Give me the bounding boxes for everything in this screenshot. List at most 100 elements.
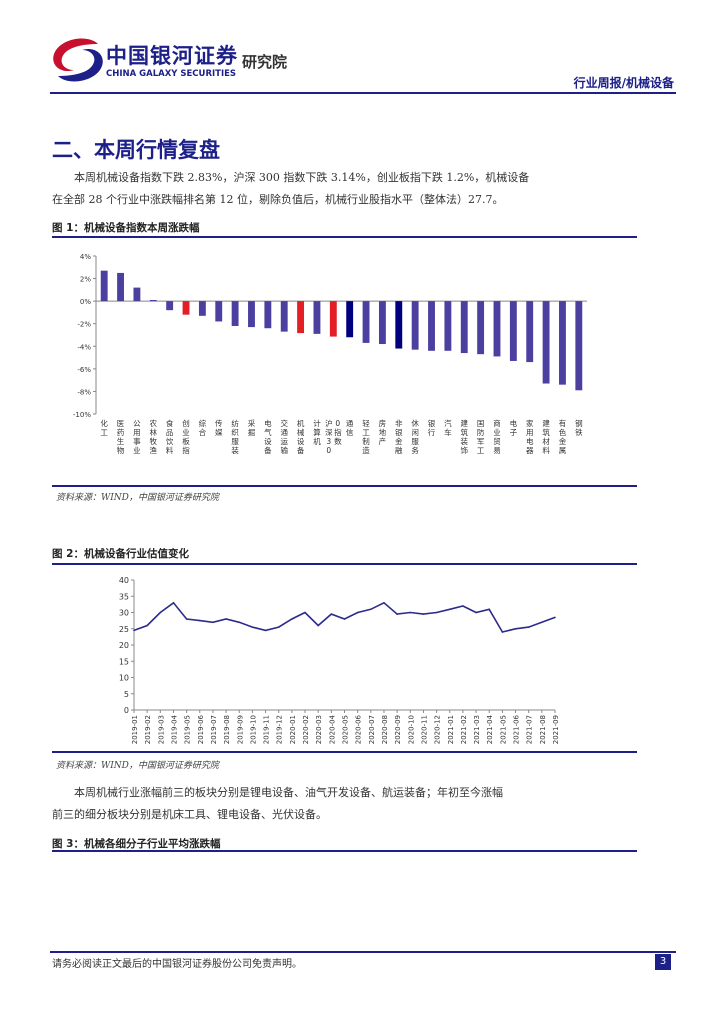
x-tick-label-char: 通 bbox=[346, 418, 354, 428]
x-tick-label: 2021-04 bbox=[486, 714, 494, 744]
data-point bbox=[435, 611, 438, 614]
x-tick-label-char: 器 bbox=[526, 446, 534, 455]
x-tick-label-char: 军 bbox=[477, 437, 485, 446]
x-tick-label-char: 家 bbox=[526, 418, 534, 428]
bar bbox=[280, 301, 288, 332]
data-point bbox=[514, 627, 517, 630]
brand-institute: 研究院 bbox=[242, 53, 288, 71]
x-tick-label-char: 融 bbox=[395, 445, 403, 455]
x-tick-label-char: 银 bbox=[428, 419, 436, 428]
x-tick-label: 2021-03 bbox=[473, 715, 481, 744]
x-tick-label-char: 交 bbox=[280, 418, 288, 428]
bar bbox=[198, 301, 206, 316]
x-tick-label-char: 牧 bbox=[150, 436, 158, 446]
x-tick-label: 2020-07 bbox=[368, 715, 376, 744]
x-tick-label-char: 制 bbox=[362, 436, 370, 446]
x-tick-label: 2020-05 bbox=[342, 715, 350, 744]
x-tick-label-char: 色 bbox=[559, 427, 567, 437]
x-tick-label-char: 务 bbox=[411, 445, 419, 455]
x-tick-label-char: 数 bbox=[334, 436, 342, 446]
x-tick-label-char: 0 bbox=[335, 419, 340, 428]
data-point bbox=[527, 626, 530, 628]
x-tick-label-char: 采 bbox=[248, 418, 256, 428]
figure-2-source: 资料来源：WIND，中国银河证券研究院 bbox=[56, 761, 219, 771]
x-tick-label-char: 轻 bbox=[362, 418, 370, 428]
bar bbox=[231, 301, 239, 326]
y-tick-label: -4% bbox=[77, 343, 91, 351]
x-tick-label-char: 设 bbox=[264, 436, 272, 446]
data-point bbox=[159, 611, 162, 614]
y-tick-label: 35 bbox=[119, 592, 129, 601]
x-tick-label-char: 银 bbox=[395, 428, 403, 437]
bar bbox=[477, 301, 485, 355]
figure-2-title: 图 2：机械设备行业估值变化 bbox=[52, 548, 189, 560]
bar bbox=[329, 301, 337, 337]
bar bbox=[166, 301, 174, 311]
x-tick-label: 2019-09 bbox=[236, 715, 244, 744]
x-tick-label-char: 业 bbox=[133, 445, 141, 455]
x-tick-label: 2020-01 bbox=[289, 715, 297, 744]
x-tick-label-char: 食 bbox=[166, 418, 174, 428]
x-tick-label-char: 子 bbox=[510, 428, 518, 437]
x-tick-label-char: 防 bbox=[477, 427, 485, 437]
x-tick-label-char: 工 bbox=[477, 446, 485, 455]
x-tick-label-char: 机 bbox=[297, 418, 305, 428]
bar bbox=[526, 301, 534, 363]
x-tick-label-char: 闲 bbox=[411, 428, 419, 437]
data-point bbox=[554, 616, 556, 619]
bar bbox=[100, 270, 108, 302]
x-tick-label-char: 贸 bbox=[493, 436, 501, 446]
x-tick-label-char: 休 bbox=[411, 418, 419, 428]
data-point bbox=[488, 608, 491, 611]
data-point bbox=[225, 618, 227, 620]
y-tick-label: 0% bbox=[80, 298, 91, 306]
data-point bbox=[146, 624, 148, 627]
x-tick-label-char: 信 bbox=[346, 427, 354, 437]
x-tick-label-char: 化 bbox=[100, 418, 108, 428]
figure-1-bottom-rule bbox=[52, 485, 637, 487]
x-tick-label-char: 汽 bbox=[444, 418, 452, 428]
x-tick-label-char: 建 bbox=[542, 418, 550, 428]
x-tick-label-char: 铁 bbox=[575, 427, 583, 437]
bar bbox=[444, 301, 452, 351]
x-tick-label-char: 用 bbox=[133, 428, 141, 437]
bar bbox=[313, 301, 321, 334]
bar bbox=[215, 301, 223, 322]
y-tick-label: 25 bbox=[119, 625, 129, 634]
figure-3-top-rule bbox=[52, 850, 637, 852]
figure-1-bar-chart: 4%2%0%-2%-4%-6%-8%-10%化工医药生物公用事业农林牧渔食品饮料… bbox=[73, 253, 587, 455]
data-point bbox=[541, 621, 543, 624]
x-tick-label-char: 非 bbox=[395, 418, 403, 428]
x-tick-label-char: 算 bbox=[313, 427, 321, 437]
paragraph-market-review: 本周机械设备指数下跌 2.83%，沪深 300 指数下跌 3.14%，创业板指下… bbox=[52, 167, 552, 211]
figure-1-title: 图 1：机械设备指数本周涨跌幅 bbox=[52, 222, 200, 234]
y-tick-label: 0 bbox=[124, 706, 129, 715]
x-tick-label-char: 属 bbox=[559, 446, 567, 455]
x-tick-label: 2021-01 bbox=[447, 715, 455, 744]
x-tick-label-char: 农 bbox=[150, 418, 158, 428]
x-tick-label-char: 产 bbox=[379, 436, 387, 446]
bar bbox=[297, 301, 305, 334]
x-tick-label-char: 车 bbox=[444, 427, 452, 437]
x-tick-label-char: 沪 bbox=[325, 418, 333, 428]
x-tick-label-char: 服 bbox=[231, 437, 239, 446]
paragraph-line: 本周机械行业涨幅前三的板块分别是锂电设备、油气开发设备、航运装备；年初至今涨幅 bbox=[74, 786, 503, 799]
x-tick-label-char: 合 bbox=[199, 427, 207, 437]
bar bbox=[411, 301, 419, 350]
x-tick-label-char: 3 bbox=[326, 437, 331, 446]
x-tick-label: 2019-06 bbox=[197, 714, 205, 744]
y-tick-label: -2% bbox=[77, 321, 91, 329]
y-tick-label: 2% bbox=[80, 276, 91, 284]
bar bbox=[362, 301, 370, 343]
x-tick-label-char: 金 bbox=[559, 436, 567, 446]
y-tick-label: 20 bbox=[119, 641, 129, 650]
x-tick-label-char: 业 bbox=[182, 427, 190, 437]
x-tick-label-char: 工 bbox=[100, 428, 108, 437]
figure-1-source: 资料来源：WIND，中国银河证券研究院 bbox=[56, 493, 219, 503]
x-tick-label-char: 备 bbox=[264, 445, 272, 455]
y-tick-label: -10% bbox=[73, 411, 91, 419]
data-point bbox=[251, 626, 254, 628]
x-tick-label: 2020-03 bbox=[315, 715, 323, 744]
y-tick-label: 10 bbox=[119, 674, 129, 683]
data-point bbox=[475, 611, 477, 614]
